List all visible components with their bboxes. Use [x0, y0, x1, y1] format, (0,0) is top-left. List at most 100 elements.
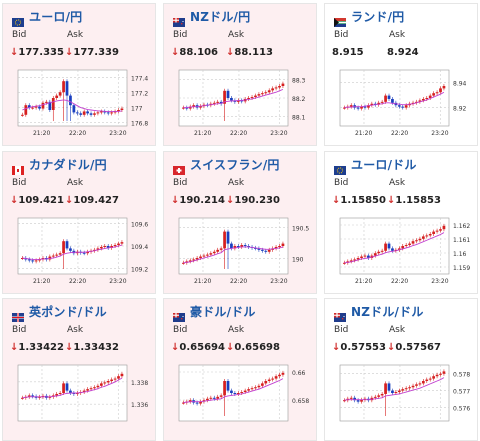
rate-panel[interactable]: 豪ドル/ドル Bid Ask ↓0.65694 ↓0.65698 0.66 0.658 — [163, 298, 317, 441]
candle — [226, 90, 230, 98]
currency-pair-link[interactable]: NZドル/円 — [190, 10, 251, 24]
candle — [202, 255, 206, 257]
down-arrow-icon: ↓ — [171, 342, 180, 353]
candle — [51, 255, 55, 257]
candle — [206, 398, 209, 401]
down-arrow-icon: ↓ — [226, 342, 235, 353]
candle — [120, 108, 124, 110]
price-value: 109.421 — [18, 195, 64, 206]
plot-area — [178, 69, 289, 127]
currency-pair-link[interactable]: ユーロ/ドル — [351, 158, 417, 172]
candle — [360, 256, 363, 258]
currency-pair-link[interactable]: 豪ドル/ドル — [190, 305, 256, 319]
candle — [391, 390, 394, 393]
currency-pair-link[interactable]: ユーロ/円 — [29, 10, 83, 24]
candle — [120, 373, 124, 377]
currency-pair-link[interactable]: スイスフラン/円 — [190, 158, 280, 172]
y-tick-label: 177 — [131, 105, 143, 112]
x-tick-label: 22:20 — [391, 278, 408, 285]
candle — [99, 246, 103, 249]
candle — [278, 86, 281, 88]
candle — [257, 385, 261, 388]
bid-value: ↓88.106 — [171, 47, 218, 58]
candle — [99, 111, 103, 113]
ask-label: Ask — [67, 178, 84, 188]
candle — [41, 102, 45, 109]
candle — [79, 113, 83, 115]
candle — [192, 105, 196, 107]
candle — [21, 397, 24, 399]
candle — [271, 88, 275, 91]
candle — [432, 93, 436, 96]
rate-panel[interactable]: ユーロ/ドル Bid Ask ↓1.15850 ↓1.15853 1.162 1.161 1.… — [324, 151, 478, 294]
currency-pair-link[interactable]: ランド/円 — [351, 10, 405, 24]
candle — [408, 243, 411, 246]
bid-label: Bid — [12, 178, 27, 188]
moving-average-line — [22, 244, 123, 260]
candle — [421, 236, 425, 239]
rate-panel[interactable]: NZドル/ドル Bid Ask ↓0.57553 ↓0.57567 0.578 0.577 0… — [324, 298, 478, 441]
x-tick-label: 21:20 — [194, 130, 211, 137]
rate-panel[interactable]: ランド/円 Bid Ask 8.915 8.924 8.94 8.92 21:20 22:20 2… — [324, 3, 478, 146]
candle — [442, 225, 446, 230]
candle — [343, 400, 346, 402]
candle — [387, 95, 391, 99]
currency-pair-link[interactable]: カナダドル/円 — [29, 158, 107, 172]
candle — [62, 383, 65, 393]
candle — [182, 107, 185, 109]
rate-panel[interactable]: NZドル/円 Bid Ask ↓88.106 ↓88.113 88.3 88.2 88.1 21… — [163, 3, 317, 146]
candle — [360, 106, 363, 109]
rate-panel[interactable]: 英ポンド/ドル Bid Ask ↓1.33422 ↓1.33432 1.338 1.336 — [2, 298, 156, 441]
candle — [65, 383, 69, 391]
y-tick-label: 0.577 — [453, 388, 470, 395]
candle — [432, 231, 436, 234]
bid-label: Bid — [334, 325, 349, 335]
candle — [27, 105, 31, 108]
x-tick-label: 21:20 — [355, 130, 372, 137]
candle — [411, 385, 415, 388]
candle — [38, 106, 41, 109]
candle — [89, 388, 93, 390]
candle — [58, 393, 62, 394]
candle — [199, 401, 202, 404]
down-arrow-icon: ↓ — [10, 47, 19, 58]
rate-panel[interactable]: ユーロ/円 Bid Ask ↓177.335 ↓177.339 177.4 177.2 177… — [2, 3, 156, 146]
currency-pair-link[interactable]: NZドル/ドル — [351, 305, 424, 319]
plot-area — [339, 217, 450, 275]
y-tick-label: 1.338 — [131, 380, 148, 387]
flag-icon — [12, 12, 24, 27]
candle — [377, 395, 381, 397]
candle — [216, 249, 220, 252]
bid-value: ↓1.15850 — [332, 195, 386, 206]
ask-value: ↓177.339 — [65, 47, 119, 58]
currency-pair-link[interactable]: 英ポンド/ドル — [29, 305, 107, 319]
rate-panel[interactable]: カナダドル/円 Bid Ask ↓109.421 ↓109.427 109.6 109.4 1… — [2, 151, 156, 294]
flag-icon — [334, 160, 346, 175]
y-tick-label: 88.3 — [292, 77, 306, 84]
y-tick-label: 0.578 — [453, 371, 470, 378]
rate-panel[interactable]: スイスフラン/円 Bid Ask ↓190.214 ↓190.230 190.5 190 21… — [163, 151, 317, 294]
price-chart: 177.4 177.2 177 176.8 21:20 22:20 23:20 — [17, 69, 148, 137]
price-value: 8.915 — [332, 47, 364, 58]
flag-icon — [173, 160, 185, 175]
candle — [373, 396, 377, 398]
x-tick-label: 21:20 — [355, 278, 372, 285]
candle — [209, 253, 213, 255]
candle — [264, 381, 268, 384]
bid-value: ↓1.33422 — [10, 342, 64, 353]
candle — [274, 376, 278, 379]
candle — [199, 256, 202, 258]
y-tick-label: 1.16 — [453, 251, 467, 258]
candle — [360, 399, 363, 402]
candle — [415, 384, 418, 386]
y-tick-label: 177.4 — [131, 75, 148, 82]
candle — [425, 98, 429, 99]
candle — [31, 260, 35, 262]
price-value: 0.65694 — [179, 342, 225, 353]
ask-label: Ask — [389, 30, 406, 40]
candle — [439, 88, 442, 93]
candle — [223, 90, 226, 104]
candle — [432, 376, 436, 379]
candle — [254, 387, 257, 389]
y-tick-label: 88.1 — [292, 115, 306, 122]
